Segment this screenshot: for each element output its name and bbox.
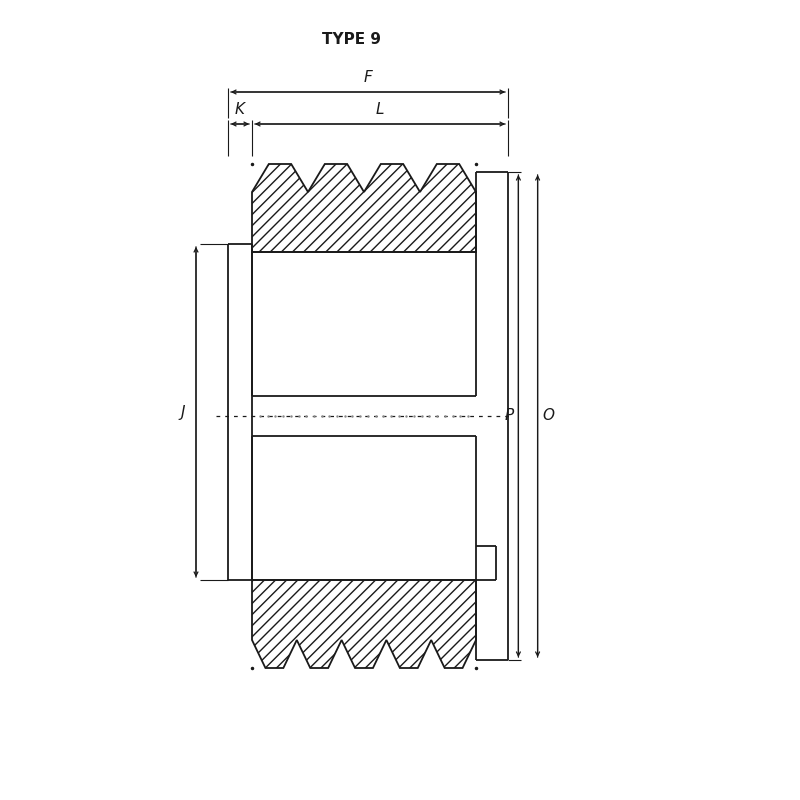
Text: TYPE 9: TYPE 9 — [322, 33, 382, 47]
Text: P: P — [504, 409, 514, 423]
Text: K: K — [235, 102, 245, 117]
Polygon shape — [252, 580, 476, 668]
Text: L: L — [376, 102, 384, 117]
Polygon shape — [252, 164, 476, 252]
Text: O: O — [542, 409, 554, 423]
Text: J: J — [181, 405, 186, 419]
Text: F: F — [364, 70, 372, 85]
